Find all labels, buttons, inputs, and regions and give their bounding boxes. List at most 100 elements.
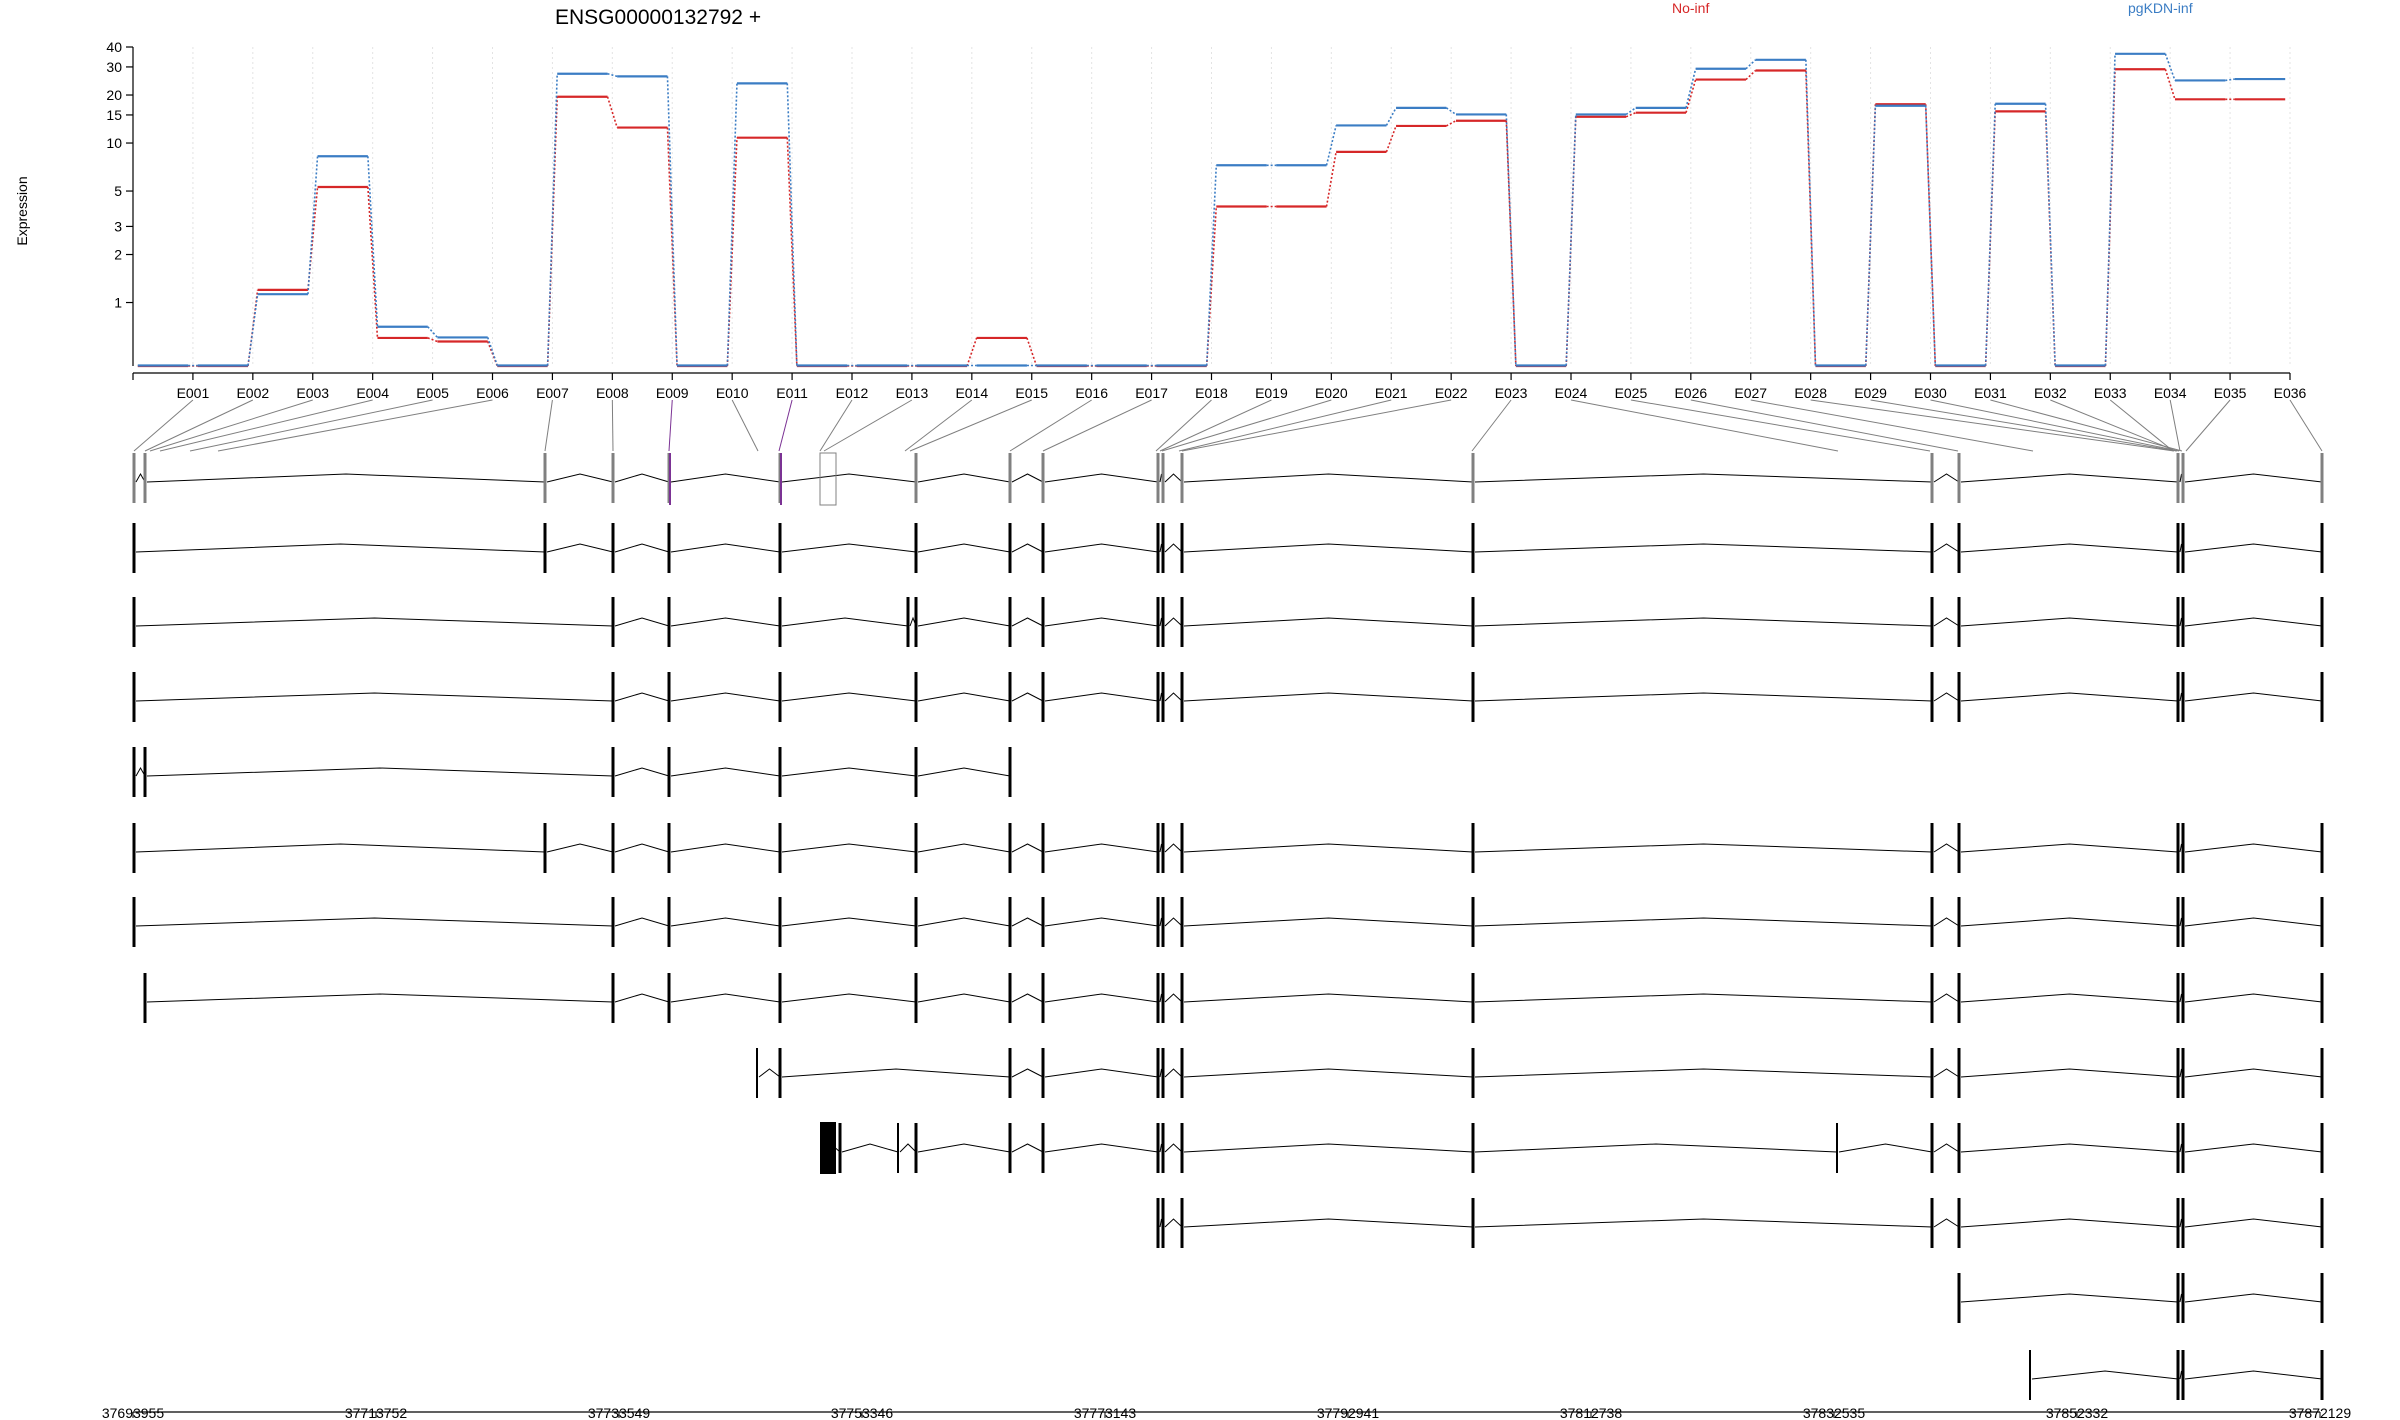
y-tick-label: 15 [106,107,122,123]
bin-transition [1805,59,1817,366]
exon [1156,453,1160,503]
exon-connector [731,399,759,452]
bin-transition [367,186,379,338]
intron [670,543,781,553]
exon-label-E027: E027 [1734,385,1767,401]
exon-connector [1042,399,1152,452]
exon [667,747,671,797]
exon [2320,453,2324,503]
intron [614,543,670,553]
exon [1041,672,1045,722]
intron [1933,993,1960,1003]
exon [1008,747,1012,797]
exon-axis: E001 E002 E003 E004 E005 E006 E007 E008 E009 E010… [132,372,2307,401]
bin-transition [1325,125,1337,166]
intron [1474,843,1933,853]
intron [1183,993,1474,1003]
intron [614,993,670,1003]
exon-connector [1750,399,2034,452]
exon [667,973,671,1023]
exon [1957,672,1961,722]
intron [1011,473,1044,483]
intron [1183,617,1474,627]
intron [1474,1218,1933,1228]
exon-label-E008: E008 [596,385,629,401]
bin-transition [666,76,678,366]
exon [2176,1048,2180,1098]
exon [2320,1048,2324,1098]
exon [1957,897,1961,947]
intron [917,767,1011,777]
exon [1180,1198,1184,1248]
intron [1960,993,2179,1003]
exon-label-E016: E016 [1075,385,1108,401]
exon [2320,597,2324,647]
exon-label-E009: E009 [656,385,689,401]
intron [135,692,614,702]
exon [132,672,136,722]
exon [2320,1273,2324,1323]
exon-connector [2169,399,2181,452]
intron [1933,1068,1960,1078]
intron [1044,1068,1159,1078]
bin-transition [1685,68,1697,109]
intron [614,917,670,927]
exon-connector [1990,399,2183,452]
exon [914,453,918,503]
exon [1156,1123,1160,1173]
intron [1044,617,1159,627]
exon [1161,1198,1165,1248]
genomic-tick-label: 37832535 [1803,1405,1866,1420]
y-tick-label: 10 [106,135,122,151]
exon [756,1048,758,1098]
exon-label-E024: E024 [1555,385,1588,401]
intron [670,473,781,483]
exon-connector [1690,399,1959,452]
intron [2031,1370,2179,1380]
exon [1008,897,1012,947]
exon-label-E030: E030 [1914,385,1947,401]
exon-connector [2050,399,2177,452]
exon [2181,1198,2185,1248]
exon [778,672,782,722]
exon [1471,1048,1475,1098]
intron [781,473,917,483]
intron [781,843,917,853]
exon-label-E035: E035 [2214,385,2247,401]
intron [1183,917,1474,927]
exon [1180,897,1184,947]
exon [1161,453,1165,503]
intron [1960,473,2179,483]
exon [2320,672,2324,722]
intron [146,473,546,483]
intron [2184,692,2323,702]
series-pgKDN-inf [137,52,2286,367]
exon [1008,823,1012,873]
exon [1008,523,1012,573]
exon [1041,823,1045,873]
exon [1930,1123,1934,1173]
bin-transition [606,96,618,128]
bin-transition [1445,107,1457,116]
exon [1957,1273,1961,1323]
intron [1933,843,1960,853]
exon [2181,597,2185,647]
exon [1041,597,1045,647]
exon [2181,1048,2185,1098]
exon-label-E032: E032 [2034,385,2067,401]
exon-connector [1930,399,2180,452]
intron [1011,1068,1044,1078]
exon-outline [819,452,837,506]
exon [1930,1048,1934,1098]
exon [1471,823,1475,873]
exon [1161,973,1165,1023]
intron [781,1068,1011,1078]
intron [2184,1218,2323,1228]
exon [2320,1198,2324,1248]
exon-connector [1181,399,1452,452]
exon [778,747,782,797]
exon [778,523,782,573]
exon [2181,973,2185,1023]
exon-connector [2109,399,2174,452]
transcript-12 [1957,1273,2324,1323]
